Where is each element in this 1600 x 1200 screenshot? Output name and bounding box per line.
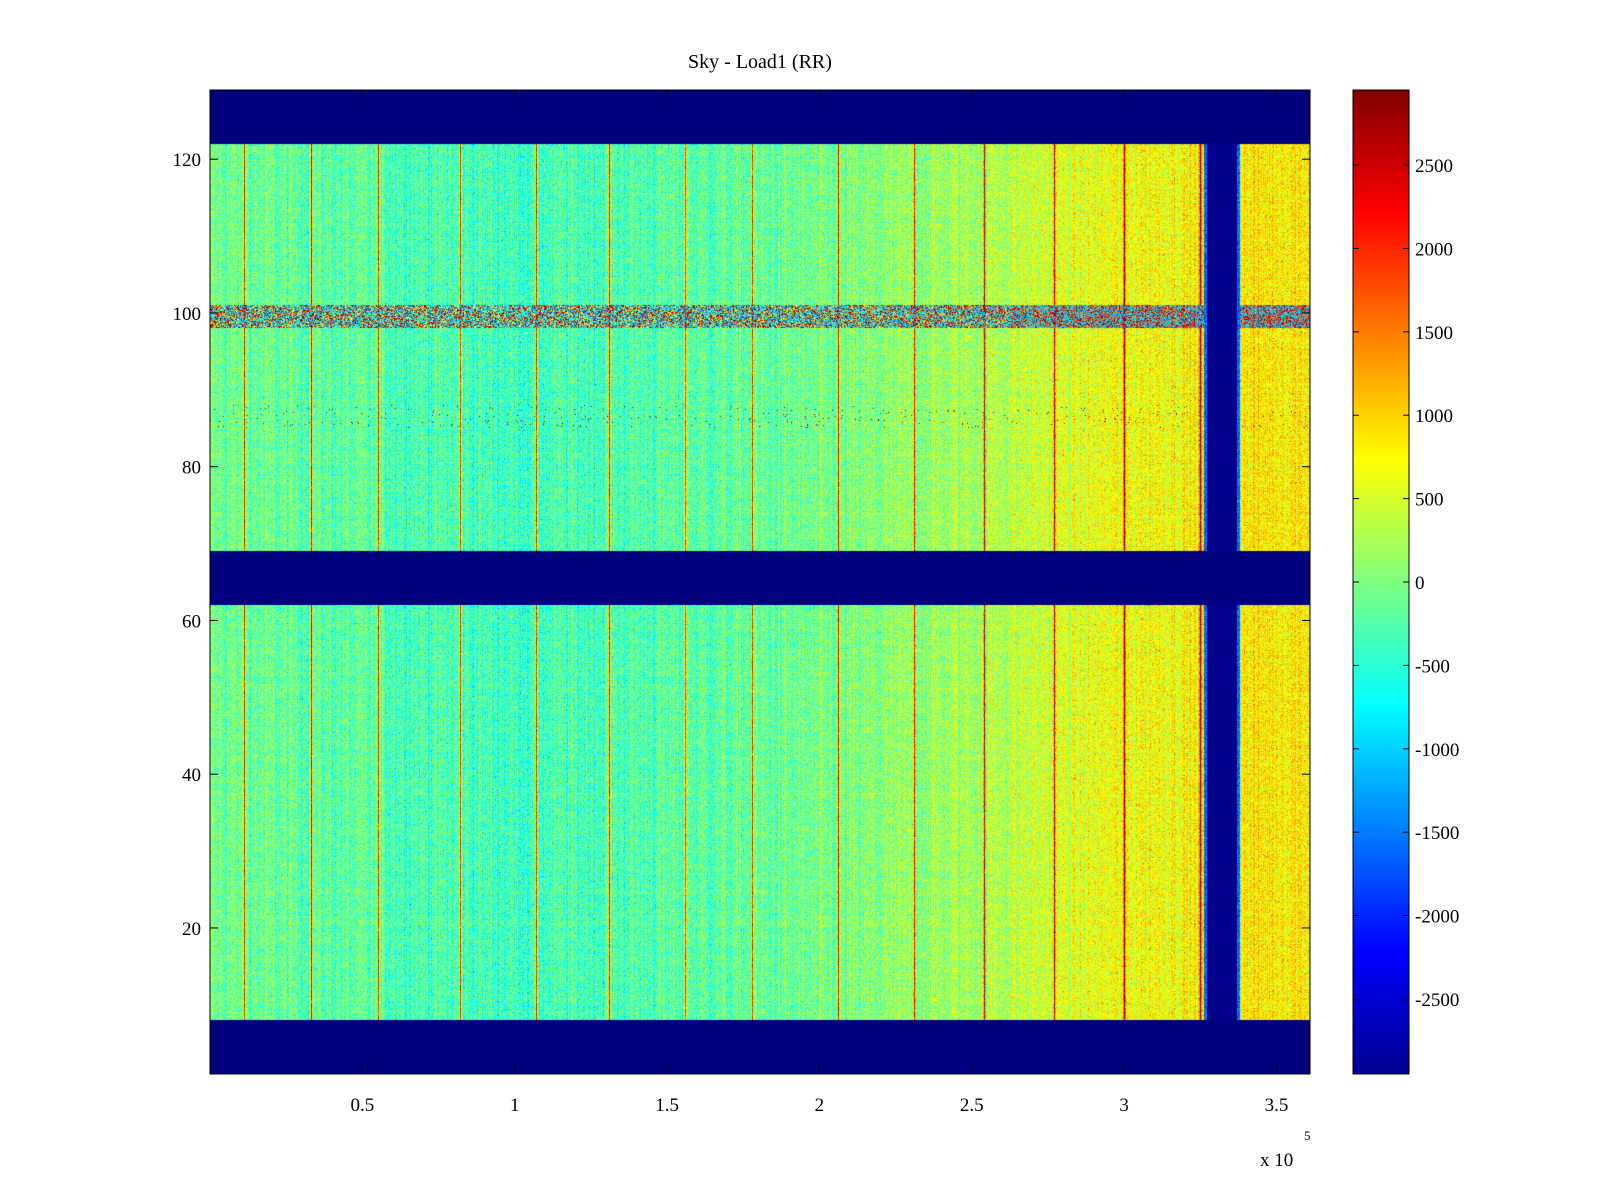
colorbar-tick-label-2: 1500 xyxy=(1415,323,1453,344)
colorbar-tick-label-1: 2000 xyxy=(1415,239,1453,260)
y-tick-label-1: 40 xyxy=(182,765,201,786)
colorbar-fill xyxy=(1352,89,1410,1075)
colorbar-tick-label-5: 0 xyxy=(1415,573,1425,594)
y-tick-label-2: 60 xyxy=(182,611,201,632)
x-tick-label-6: 3.5 xyxy=(1265,1095,1289,1116)
colorbar-tick-label-3: 1000 xyxy=(1415,406,1453,427)
plot-frame xyxy=(209,89,1311,1075)
colorbar-tick-label-9: -2000 xyxy=(1415,907,1459,928)
x-exponent-power: 5 xyxy=(1304,1128,1311,1143)
colorbar-tick-label-7: -1000 xyxy=(1415,740,1459,761)
chart-title: Sky - Load1 (RR) xyxy=(688,51,832,73)
y-tick-label-4: 100 xyxy=(173,304,202,325)
y-axis: 20 40 60 80 100 120 xyxy=(173,150,1310,940)
colorbar-tick-label-4: 500 xyxy=(1415,490,1444,511)
y-tick-label-0: 20 xyxy=(182,919,201,940)
plot-area xyxy=(210,90,1310,1074)
colorbar-tick-label-8: -1500 xyxy=(1415,823,1459,844)
colorbar-ticks: 2500 2000 1500 1000 500 0 -500 -1000 -1500 -2000 -… xyxy=(1353,156,1459,1011)
colorbar: 2500 2000 1500 1000 500 0 -500 -1000 -1500 -2000 -… xyxy=(1352,89,1459,1075)
y-tick-label-3: 80 xyxy=(182,458,201,479)
x-tick-label-4: 2.5 xyxy=(960,1095,984,1116)
x-tick-label-2: 1.5 xyxy=(655,1095,679,1116)
x-tick-label-3: 2 xyxy=(815,1095,825,1116)
colorbar-tick-label-0: 2500 xyxy=(1415,156,1453,177)
x-axis: 0.5 1 1.5 2 2.5 3 3.5 xyxy=(350,90,1288,1116)
x-tick-label-1: 1 xyxy=(510,1095,520,1116)
colorbar-tick-label-10: -2500 xyxy=(1415,990,1459,1011)
colorbar-tick-label-6: -500 xyxy=(1415,656,1450,677)
x-exponent-label: x 10 xyxy=(1260,1150,1293,1171)
x-tick-label-5: 3 xyxy=(1119,1095,1129,1116)
y-tick-label-5: 120 xyxy=(173,150,202,171)
x-tick-label-0: 0.5 xyxy=(350,1095,374,1116)
heatmap-image xyxy=(210,90,1310,1074)
